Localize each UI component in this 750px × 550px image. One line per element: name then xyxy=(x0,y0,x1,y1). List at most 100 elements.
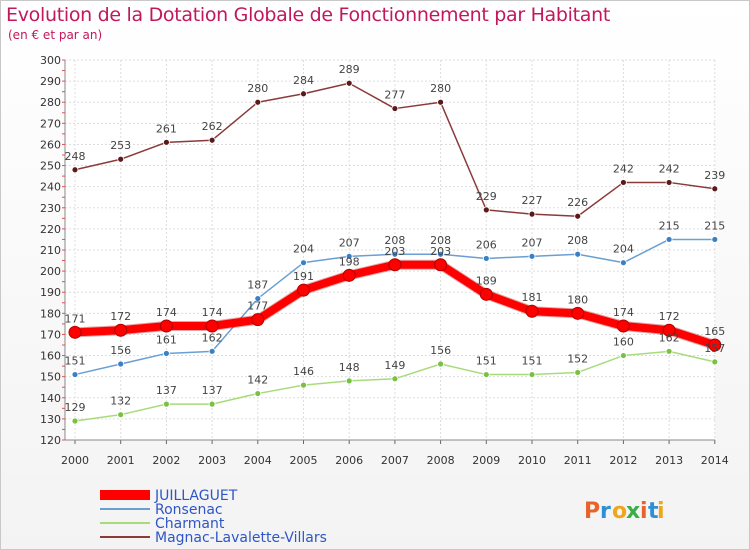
chart-subtitle: (en € et par an) xyxy=(8,28,103,42)
data-label: 280 xyxy=(430,82,451,95)
data-point xyxy=(345,252,353,260)
data-point xyxy=(665,179,673,186)
data-label: 157 xyxy=(704,342,725,355)
data-point xyxy=(571,306,585,320)
data-label: 156 xyxy=(430,344,451,357)
data-point xyxy=(434,258,448,272)
data-label: 137 xyxy=(156,384,177,397)
data-point xyxy=(711,236,719,243)
data-point xyxy=(620,352,627,359)
data-label: 262 xyxy=(202,120,223,133)
data-label: 208 xyxy=(567,234,588,247)
logo-letter: i xyxy=(640,499,648,524)
data-label: 187 xyxy=(247,279,268,292)
data-point xyxy=(162,350,170,357)
data-label: 289 xyxy=(339,63,360,76)
data-point xyxy=(251,313,265,327)
y-tick-label: 190 xyxy=(40,286,61,299)
data-point xyxy=(71,371,79,378)
y-tick-label: 150 xyxy=(40,371,61,384)
data-point xyxy=(708,338,722,352)
data-label: 261 xyxy=(156,122,177,135)
data-point xyxy=(254,295,262,302)
data-point xyxy=(711,358,719,366)
y-tick-label: 120 xyxy=(40,434,61,447)
y-tick-label: 290 xyxy=(40,75,61,88)
y-tick-label: 200 xyxy=(40,265,61,278)
data-point xyxy=(662,323,676,337)
data-point xyxy=(528,210,536,218)
data-label: 146 xyxy=(293,365,314,378)
logo-letter: P xyxy=(584,499,600,524)
chart-title: Evolution de la Dotation Globale de Fonc… xyxy=(6,4,611,26)
data-point xyxy=(300,90,307,98)
data-point xyxy=(574,250,582,258)
data-point xyxy=(528,371,536,378)
data-label: 215 xyxy=(704,219,725,232)
data-label: 152 xyxy=(567,352,588,365)
data-point xyxy=(117,411,125,419)
x-tick-label: 2013 xyxy=(655,454,683,467)
x-tick-label: 2009 xyxy=(472,454,500,467)
data-point xyxy=(574,369,582,376)
data-label: 189 xyxy=(476,274,497,287)
data-point xyxy=(620,179,627,186)
legend-label: JUILLAGUET xyxy=(154,488,238,504)
data-point xyxy=(345,79,353,87)
data-point xyxy=(300,381,307,389)
data-label: 203 xyxy=(384,245,405,258)
legend-label: Magnac-Lavalette-Villars xyxy=(155,530,327,546)
data-point xyxy=(482,255,490,262)
data-label: 248 xyxy=(65,150,86,163)
data-label: 204 xyxy=(293,243,314,256)
data-labels: 171 172 174 174 177 191 198 203 203 189 181 180 174 1… xyxy=(65,63,726,414)
data-label: 207 xyxy=(522,236,543,249)
x-tick-label: 2005 xyxy=(290,454,318,467)
data-label: 151 xyxy=(65,355,86,368)
x-tick-label: 2002 xyxy=(152,454,180,467)
data-label: 171 xyxy=(65,312,86,325)
data-label: 227 xyxy=(522,194,543,207)
data-label: 174 xyxy=(613,306,634,319)
x-tick-label: 2012 xyxy=(609,454,637,467)
data-label: 191 xyxy=(293,270,314,283)
data-point xyxy=(391,250,399,258)
data-label: 280 xyxy=(247,82,268,95)
data-label: 142 xyxy=(247,374,268,387)
data-point xyxy=(208,400,216,408)
y-tick-label: 300 xyxy=(40,54,61,67)
data-point xyxy=(437,360,445,368)
x-tick-label: 2014 xyxy=(701,454,729,467)
data-label: 226 xyxy=(567,196,588,209)
data-label: 242 xyxy=(613,162,634,175)
y-tick-label: 230 xyxy=(40,202,61,215)
y-tick-label: 280 xyxy=(40,96,61,109)
y-tick-label: 140 xyxy=(40,392,61,405)
data-label: 207 xyxy=(339,236,360,249)
data-label: 162 xyxy=(202,331,223,344)
y-tick-label: 180 xyxy=(40,307,61,320)
data-point xyxy=(71,166,79,174)
data-label: 132 xyxy=(110,395,131,408)
y-tick-label: 240 xyxy=(40,181,61,194)
y-tick-label: 250 xyxy=(40,160,61,173)
data-point xyxy=(117,155,125,163)
data-label: 156 xyxy=(110,344,131,357)
data-point xyxy=(117,360,125,368)
data-point xyxy=(254,390,262,397)
logo-letter: i xyxy=(657,499,665,524)
data-label: 172 xyxy=(659,310,680,323)
data-point xyxy=(711,185,719,193)
data-label: 151 xyxy=(476,355,497,368)
data-point xyxy=(254,98,262,106)
data-label: 239 xyxy=(704,169,725,182)
data-label: 253 xyxy=(110,139,131,152)
y-tick-label: 170 xyxy=(40,328,61,341)
y-tick-label: 160 xyxy=(40,350,61,363)
data-label: 165 xyxy=(704,325,725,338)
data-point xyxy=(342,268,356,282)
data-label: 129 xyxy=(65,401,86,414)
data-label: 137 xyxy=(202,384,223,397)
legend-label: Charmant xyxy=(155,516,225,532)
